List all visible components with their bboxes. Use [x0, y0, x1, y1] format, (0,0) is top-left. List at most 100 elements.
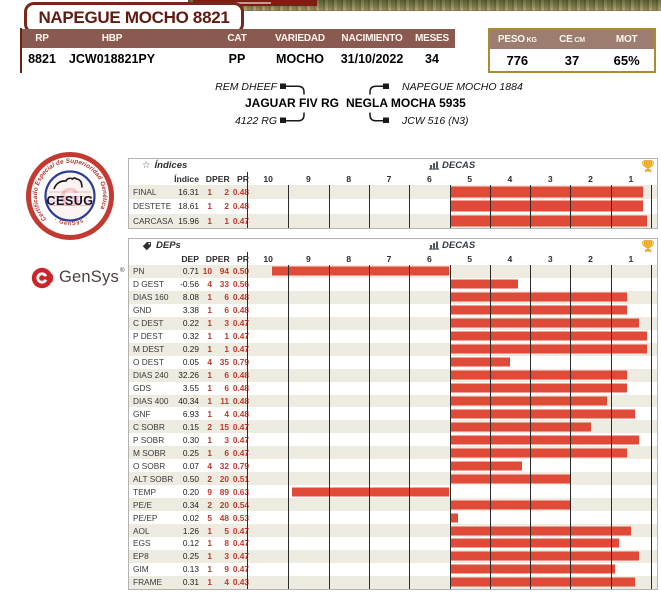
grid-line: [288, 303, 290, 317]
grid-line: [328, 537, 330, 550]
deps-row: PE/E 0.34 2 20 0.54: [129, 498, 657, 512]
stats-header-cell: CE CM: [559, 34, 585, 45]
grid-line: [651, 446, 652, 460]
row-accuracy: 0.47: [232, 538, 249, 549]
deca-bar: [449, 448, 627, 458]
grid-line: [328, 265, 330, 278]
deps-row: GNF 6.93 1 4 0.48: [129, 407, 657, 421]
row-label: C DEST: [133, 318, 164, 329]
deca-tick: 5: [467, 173, 473, 184]
grid-line: [409, 368, 411, 382]
row-percentile: 1: [224, 331, 229, 342]
star-icon: ☆: [142, 159, 151, 171]
grid-line: [651, 485, 652, 499]
row-value: 1.26: [182, 525, 199, 536]
row-percentile: 35: [219, 357, 229, 368]
deps-row: ALT SOBR 0.50 2 20 0.51: [129, 472, 657, 486]
grid-line: [368, 381, 370, 395]
row-label: PE/E: [133, 499, 152, 510]
grid-line: [328, 277, 330, 291]
grid-line: [610, 446, 612, 460]
grid-line: [651, 199, 652, 214]
deca-bar: [292, 487, 450, 497]
deps-row: EP8 0.25 1 3 0.47: [129, 549, 657, 563]
deps-row: O DEST 0.05 4 35 0.79: [129, 355, 657, 369]
row-labels: PE/E 0.34 2 20 0.54: [129, 498, 249, 511]
grid-line: [489, 355, 491, 369]
pedigree-connectors: [280, 83, 389, 123]
row-label: GND: [133, 305, 152, 316]
row-labels: GDS 3.55 1 6 0.48: [129, 382, 249, 395]
grid-line: [368, 524, 370, 538]
grid-line: [449, 472, 451, 486]
grid-line: [570, 407, 572, 421]
deca-chart-cell: [247, 407, 657, 421]
deca-plot: [248, 368, 652, 382]
deca-bar: [449, 474, 571, 484]
deca-plot: [248, 575, 652, 589]
grid-line: [409, 290, 411, 304]
grid-line: [368, 472, 370, 486]
grid-line: [570, 446, 572, 460]
gensys-logo: GenSys ®: [30, 265, 125, 289]
info-header-bar: RP HBP CAT VARIEDAD NACIMIENTO MESES: [22, 29, 455, 48]
grid-line: [409, 355, 411, 369]
row-accuracy: 0.47: [232, 551, 249, 562]
pedigree: REM DHEEF JAGUAR FIV RG 4122 RG NAPEGUE …: [0, 78, 661, 136]
row-labels: PE/EP 0.02 5 48 0.53: [129, 511, 249, 524]
pedigree-dam: NEGLA MOCHA 5935: [346, 96, 466, 110]
grid-line: [530, 342, 532, 356]
trophy-icon: [642, 240, 654, 252]
grid-line: [288, 290, 290, 304]
grid-line: [610, 524, 612, 538]
info-header-cell: NACIMIENTO: [341, 33, 403, 44]
row-labels: CARCASA 15.96 1 1 0.47: [129, 214, 249, 228]
row-labels: DIAS 400 40.34 1 11 0.48: [129, 395, 249, 408]
row-deca: 2: [207, 421, 212, 432]
pedigree-dam-dam: JCW 516 (N3): [402, 115, 469, 127]
deca-plot: [248, 277, 652, 291]
row-label: D GEST: [133, 279, 164, 290]
deps-table: DEPs DECAS: [128, 238, 658, 590]
grid-line: [530, 433, 532, 447]
deca-bar: [449, 186, 643, 198]
grid-line: [570, 575, 572, 589]
grid-line: [368, 199, 370, 214]
grid-line: [530, 394, 532, 408]
seal-g-watermark: G: [60, 182, 80, 212]
row-accuracy: 0.48: [232, 187, 249, 198]
row-label: DESTETE: [133, 201, 172, 212]
stats-box-header: PESO KG CE CM MOT: [490, 30, 654, 49]
row-percentile: 6: [224, 292, 229, 303]
row-percentile: 8: [224, 538, 229, 549]
row-deca: 1: [207, 331, 212, 342]
grid-line: [570, 199, 572, 214]
indices-rows: FINAL 16.31 1 2 0.48 DESTETE 18.61 1 2 0.48 CARCAS…: [129, 185, 657, 228]
grid-line: [368, 537, 370, 550]
row-deca: 1: [207, 577, 212, 588]
grid-line: [489, 472, 491, 486]
row-label: CARCASA: [133, 215, 174, 226]
info-values-row: 8821 JCW018821PY PP MOCHO 31/10/2022 34: [22, 48, 455, 70]
info-header-cell: VARIEDAD: [275, 33, 325, 44]
info-header-cell: CAT: [227, 33, 247, 44]
row-accuracy: 0.48: [232, 396, 249, 406]
grid-line: [570, 549, 572, 563]
grid-line: [368, 290, 370, 304]
deca-bar: [449, 396, 607, 406]
deca-plot: [248, 420, 652, 434]
row-value: 32.26: [178, 370, 199, 381]
decas-label: DECAS: [429, 160, 475, 171]
grid-line: [570, 303, 572, 317]
deps-row: D GEST -0.56 4 33 0.56: [129, 277, 657, 291]
row-accuracy: 0.56: [232, 279, 249, 290]
row-label: M DEST: [133, 344, 165, 355]
indices-row: CARCASA 15.96 1 1 0.47: [129, 213, 657, 228]
row-value: 0.05: [182, 357, 199, 368]
deca-bar: [449, 409, 635, 419]
grid-line: [449, 407, 451, 421]
grid-line: [368, 433, 370, 447]
col-header-per: PER: [212, 253, 230, 264]
grid-line: [489, 329, 491, 343]
grid-line: [651, 511, 652, 525]
